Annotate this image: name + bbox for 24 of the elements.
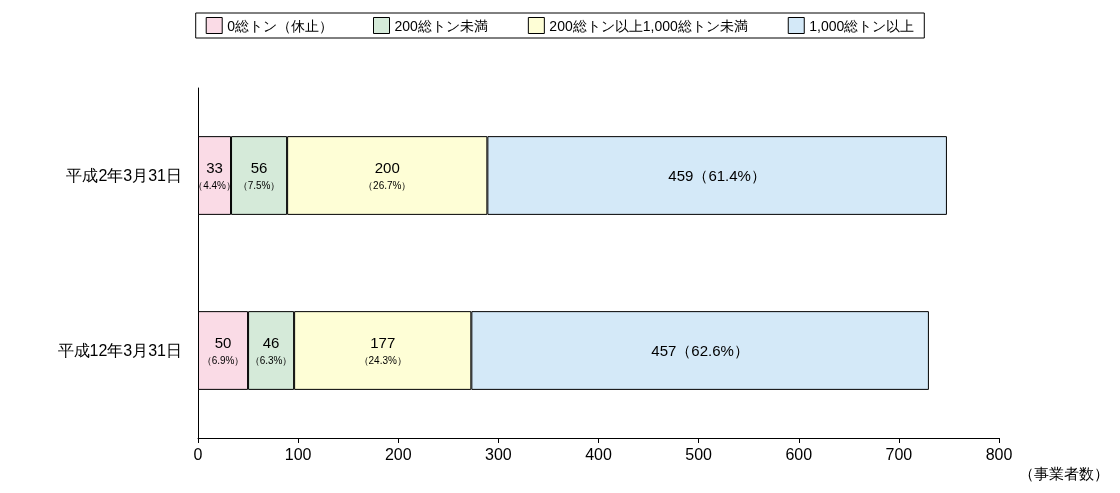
y-tick-label: 平成2年3月31日 <box>66 167 182 184</box>
x-tick-label: 200 <box>384 445 412 463</box>
x-tick-label: 700 <box>885 445 913 463</box>
data-label: 46 （6.3%） <box>249 334 293 366</box>
data-label: 457（62.6%） <box>651 342 749 359</box>
data-label: 50 （6.9%） <box>201 334 245 366</box>
x-tick-label: 300 <box>485 445 512 463</box>
x-tick-label: 500 <box>685 445 713 463</box>
legend-label: 1,000総トン以上 <box>809 17 915 34</box>
legend-label: 200総トン以上1,000総トン未満 <box>549 17 748 34</box>
x-tick-label: 100 <box>284 445 312 463</box>
legend-label: 200総トン未満 <box>394 17 488 34</box>
data-label: 56 （7.5%） <box>237 159 281 191</box>
x-axis-title: （事業者数） <box>1019 465 1109 482</box>
data-label: 177 （24.3%） <box>358 334 407 366</box>
y-tick-label: 平成12年3月31日 <box>57 342 182 359</box>
x-tick-label: 600 <box>785 445 813 463</box>
data-label: 200 （26.7%） <box>363 159 412 191</box>
x-tick-label: 800 <box>985 445 1013 463</box>
x-tick-label: 400 <box>585 445 612 463</box>
data-label: 459（61.4%） <box>668 167 766 184</box>
data-label: 33 （4.4%） <box>193 159 236 191</box>
legend-label: 0総トン（休止） <box>227 17 334 34</box>
x-tick-label: 0 <box>193 445 203 463</box>
